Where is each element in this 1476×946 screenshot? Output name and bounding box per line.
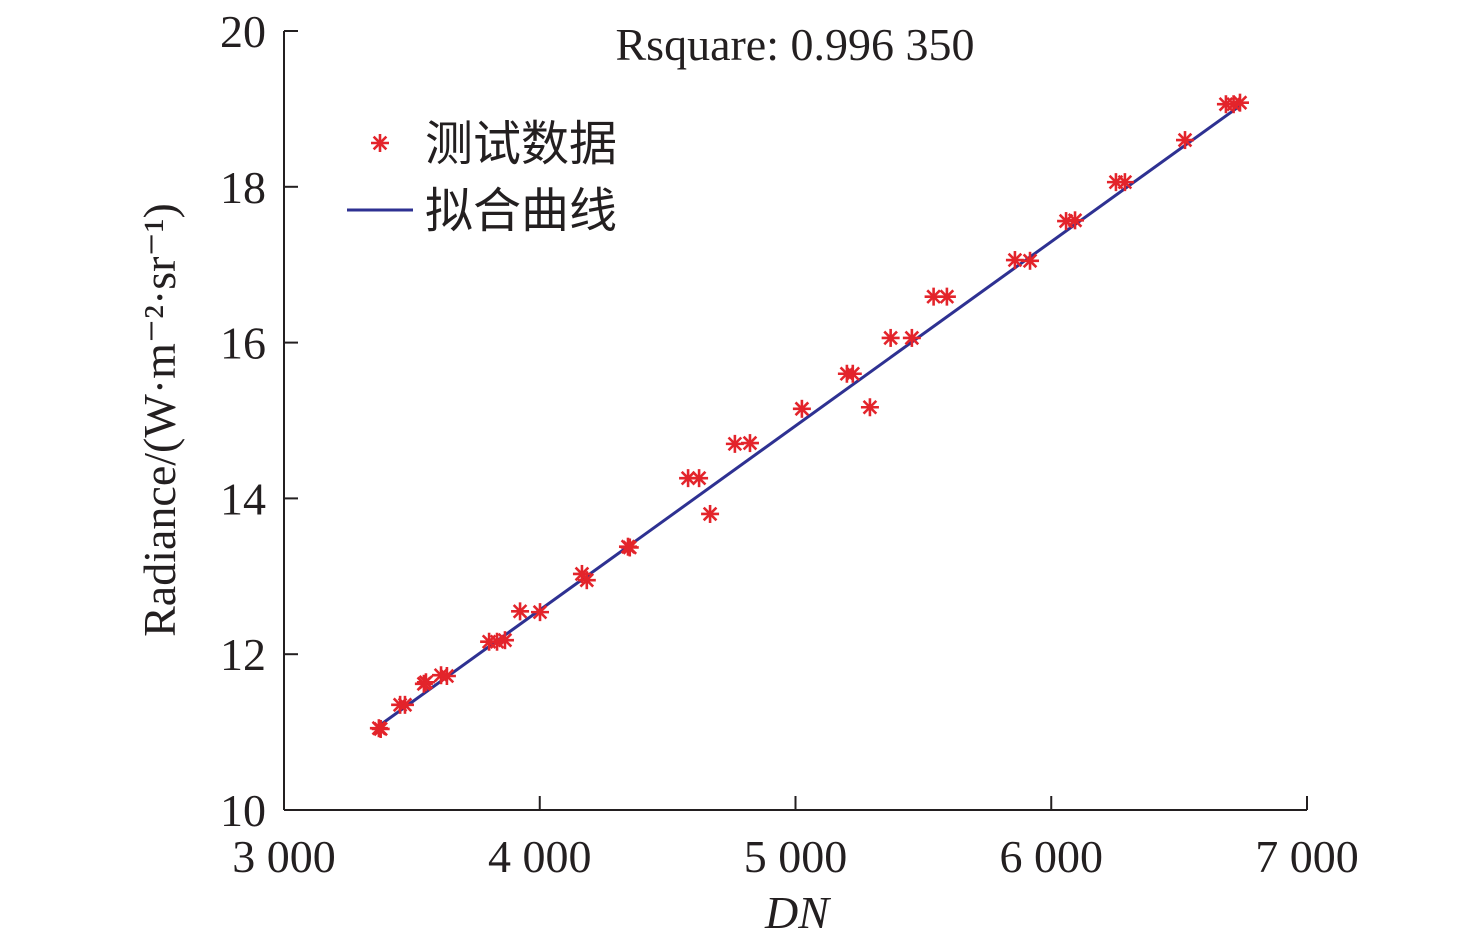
data-point [1230, 93, 1249, 112]
data-point [511, 602, 530, 621]
asterisk-stroke [1232, 95, 1248, 110]
data-point [881, 328, 900, 347]
data-point [860, 398, 879, 417]
asterisk-stroke [373, 721, 388, 737]
data-point [620, 538, 639, 557]
data-point [531, 603, 550, 622]
x-tick-label: 3 000 [232, 831, 336, 882]
asterisk-stroke [1177, 132, 1193, 148]
marks [369, 93, 1249, 738]
legend: 测试数据 拟合曲线 [347, 118, 617, 238]
data-point [1005, 251, 1024, 270]
data-point [701, 504, 720, 523]
x-tick-label: 5 000 [744, 831, 848, 882]
fit-line [378, 104, 1241, 728]
data-point [690, 469, 709, 488]
data-point [1066, 211, 1085, 230]
data-point [843, 364, 862, 383]
data-point [1021, 251, 1040, 270]
data-point [1176, 131, 1195, 150]
y-tick-label: 16 [220, 318, 266, 369]
asterisk-stroke [532, 604, 548, 620]
asterisk-stroke [939, 289, 955, 304]
asterisk-stroke [1022, 253, 1038, 269]
legend-asterisk-icon [371, 134, 389, 152]
asterisk-stroke [497, 632, 513, 648]
asterisk-stroke [1007, 252, 1023, 268]
x-tick-label: 7 000 [1255, 831, 1359, 882]
asterisk-stroke [1117, 174, 1133, 190]
asterisk-stroke [622, 540, 638, 555]
legend-label-scatter: 测试数据 [425, 118, 617, 171]
y-tick-label: 18 [220, 162, 266, 213]
asterisk-stroke [1067, 213, 1083, 228]
data-point [416, 673, 435, 692]
y-tick-label: 10 [220, 785, 266, 836]
asterisk-stroke [691, 470, 707, 486]
data-point [902, 328, 921, 347]
x-axis-label: DN [764, 887, 831, 938]
asterisk-stroke [862, 399, 878, 415]
data-point [437, 667, 456, 686]
asterisk-stroke [397, 697, 413, 713]
asterisk-stroke [512, 604, 528, 619]
data-point [740, 434, 759, 453]
y-tick-label: 20 [220, 6, 266, 57]
data-point [495, 631, 514, 650]
data-point [792, 399, 811, 418]
legend-marker-scatter [371, 134, 389, 152]
asterisk-stroke [372, 135, 388, 151]
asterisk-stroke [845, 366, 861, 382]
data-point [725, 434, 744, 453]
asterisk-stroke [727, 436, 743, 452]
y-tick-label: 12 [220, 629, 266, 680]
asterisk-stroke [418, 674, 434, 690]
asterisk-stroke [904, 330, 920, 346]
asterisk-stroke [794, 401, 810, 417]
axes: 3 000 4 000 5 000 6 000 7 000 10 12 14 16 18 20 [220, 6, 1359, 882]
legend-label-line: 拟合曲线 [425, 185, 617, 238]
data-point [1115, 173, 1134, 192]
asterisk-stroke [680, 470, 696, 486]
x-tick-label: 6 000 [1000, 831, 1104, 882]
data-point [371, 719, 390, 738]
asterisk-stroke [926, 289, 941, 304]
data-point [577, 571, 596, 590]
chart-title: Rsquare: 0.996 350 [615, 19, 974, 70]
y-tick-label: 14 [220, 473, 266, 524]
asterisk-stroke [579, 572, 595, 588]
asterisk-stroke [439, 668, 455, 684]
data-point [937, 287, 956, 306]
x-tick-label: 4 000 [488, 831, 592, 882]
y-axis-label: Radiance/(W·m⁻²·sr⁻¹) [134, 203, 185, 637]
asterisk-stroke [702, 506, 718, 522]
asterisk-stroke [742, 435, 758, 451]
asterisk-stroke [883, 330, 898, 346]
data-point [395, 695, 414, 714]
